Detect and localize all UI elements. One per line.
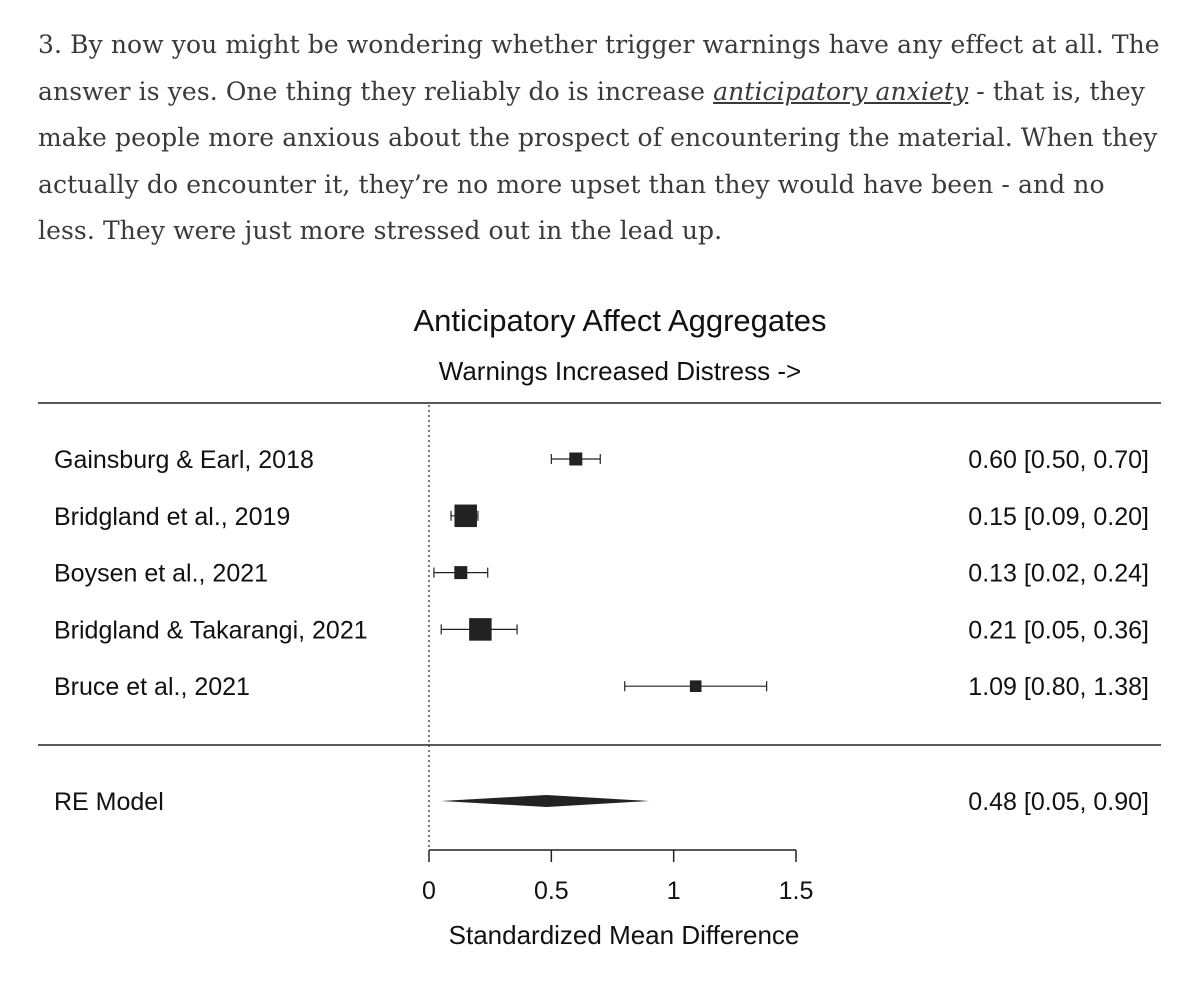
x-axis-ticks: 0 0.5 1 1.5 bbox=[422, 850, 813, 905]
effect-size-square bbox=[469, 618, 492, 641]
x-tick-label: 1 bbox=[667, 877, 681, 905]
x-tick-label: 1.5 bbox=[779, 877, 814, 905]
study-label: Bruce et al., 2021 bbox=[54, 673, 250, 701]
study-label: Bridgland et al., 2019 bbox=[54, 503, 290, 531]
anticipatory-anxiety-link[interactable]: anticipatory anxiety bbox=[713, 76, 969, 106]
article-paragraph: 3. By now you might be wondering whether… bbox=[38, 22, 1168, 255]
chart-title: Anticipatory Affect Aggregates bbox=[413, 303, 826, 338]
x-axis-label: Standardized Mean Difference bbox=[449, 920, 800, 950]
effect-size-square bbox=[454, 504, 477, 528]
paragraph-text-start: 3. By now you might be wondering whether… bbox=[38, 30, 1160, 106]
effect-size-square bbox=[569, 452, 583, 466]
study-estimate-text: 0.21 [0.05, 0.36] bbox=[968, 616, 1149, 644]
x-tick-label: 0.5 bbox=[534, 877, 569, 905]
x-tick-label: 0 bbox=[422, 877, 436, 905]
study-estimate-text: 0.13 [0.02, 0.24] bbox=[968, 560, 1149, 588]
study-label: Bridgland & Takarangi, 2021 bbox=[54, 616, 368, 644]
study-label: Gainsburg & Earl, 2018 bbox=[54, 446, 314, 474]
paragraph-text-end: - that is, they make people more anxious… bbox=[38, 76, 1158, 246]
study-estimate-text: 1.09 [0.80, 1.38] bbox=[968, 673, 1149, 701]
summary-label: RE Model bbox=[54, 788, 164, 816]
study-estimate-text: 0.60 [0.50, 0.70] bbox=[968, 446, 1149, 474]
summary-diamond bbox=[441, 795, 650, 807]
study-estimate-text: 0.15 [0.09, 0.20] bbox=[968, 503, 1149, 531]
study-label: Boysen et al., 2021 bbox=[54, 560, 268, 588]
effect-size-square bbox=[689, 680, 702, 693]
summary-estimate-text: 0.48 [0.05, 0.90] bbox=[968, 788, 1149, 816]
chart-subtitle: Warnings Increased Distress -> bbox=[439, 356, 801, 386]
summary-row: RE Model 0.48 [0.05, 0.90] bbox=[54, 788, 1149, 816]
effect-size-square bbox=[454, 566, 468, 580]
study-rows: Gainsburg & Earl, 2018 0.60 [0.50, 0.70] B… bbox=[54, 446, 1149, 701]
